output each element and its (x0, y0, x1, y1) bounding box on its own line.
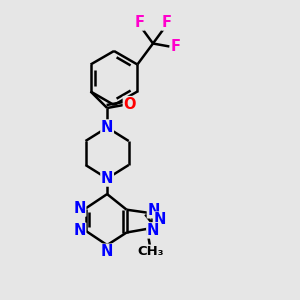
Text: F: F (170, 39, 181, 54)
Text: N: N (73, 201, 86, 216)
Text: N: N (100, 244, 113, 259)
Text: N: N (101, 120, 113, 135)
Text: F: F (162, 15, 172, 30)
Text: N: N (153, 212, 166, 227)
Text: N: N (101, 171, 113, 186)
Text: N: N (147, 223, 159, 238)
Text: N: N (147, 203, 160, 218)
Text: N: N (73, 223, 86, 238)
Text: F: F (134, 15, 144, 30)
Text: O: O (123, 97, 136, 112)
Text: CH₃: CH₃ (137, 245, 164, 258)
